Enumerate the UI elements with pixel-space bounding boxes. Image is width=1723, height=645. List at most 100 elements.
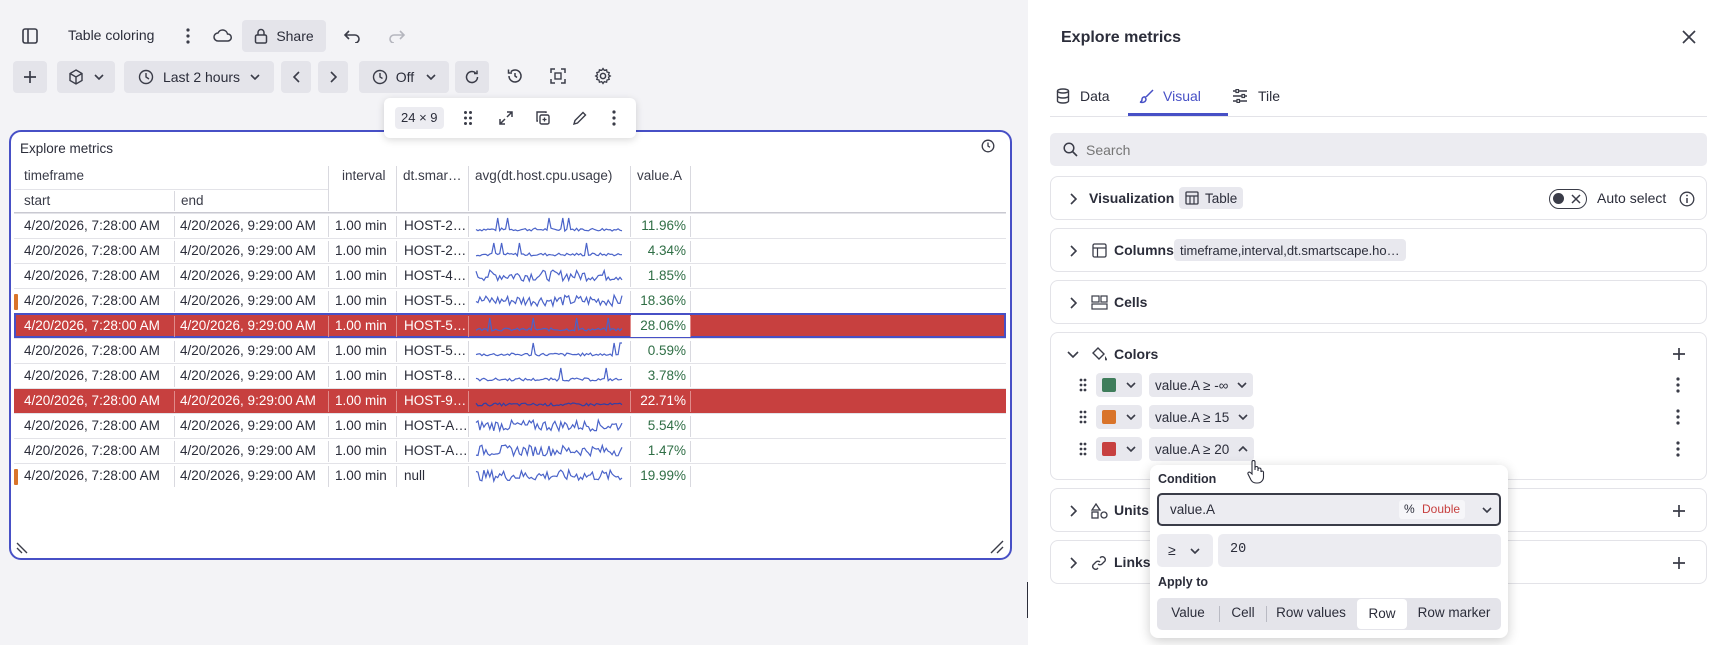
table-tile[interactable]	[9, 130, 1012, 560]
cloud-sync-icon	[208, 21, 238, 51]
color-picker-button[interactable]	[1096, 437, 1142, 461]
hand-cursor-icon	[1247, 460, 1265, 484]
undo-icon[interactable]	[337, 21, 367, 51]
auto-select-toggle[interactable]	[1549, 189, 1587, 209]
cell-value-a: 18.36%	[640, 293, 686, 308]
cells-icon	[1091, 295, 1108, 310]
share-button[interactable]: Share	[242, 20, 326, 52]
color-rule-condition[interactable]: value.A ≥ 15	[1149, 405, 1255, 429]
header-value-a[interactable]: value.A	[637, 168, 683, 183]
header-start[interactable]: start	[24, 193, 51, 208]
table-row[interactable]: 4/20/2026, 7:28:00 AM 4/20/2026, 9:29:00 …	[14, 363, 1006, 388]
color-picker-button[interactable]	[1096, 373, 1142, 397]
threshold-input[interactable]: 20	[1218, 534, 1501, 567]
dashboard-area: Table coloring Share Last 2 hours Off	[9, 20, 1012, 560]
header-host[interactable]: dt.smar…	[403, 168, 462, 183]
operator-select[interactable]: ≥	[1157, 534, 1213, 567]
drag-handle-icon[interactable]	[1079, 410, 1087, 424]
settings-gear-icon[interactable]	[588, 61, 618, 91]
auto-refresh-selector[interactable]: Off	[359, 61, 449, 93]
apply-option-cell[interactable]: Cell	[1231, 605, 1255, 620]
redo-icon[interactable]	[382, 21, 412, 51]
apply-option-value[interactable]: Value	[1171, 605, 1205, 620]
color-rule-condition[interactable]: value.A ≥ -∞	[1149, 373, 1254, 397]
cell-start: 4/20/2026, 7:28:00 AM	[24, 393, 160, 408]
rule-more-icon[interactable]	[1676, 409, 1680, 425]
units-label: Units	[1114, 502, 1149, 518]
drag-handle-icon[interactable]	[1079, 378, 1087, 392]
drag-handle-icon[interactable]	[1079, 442, 1087, 456]
history-icon[interactable]	[500, 61, 530, 91]
edit-pencil-icon[interactable]	[565, 103, 595, 133]
timeframe-forward-button[interactable]	[318, 61, 348, 93]
expand-icon[interactable]	[491, 103, 521, 133]
table-row[interactable]: 4/20/2026, 7:28:00 AM 4/20/2026, 9:29:00 …	[14, 238, 1006, 263]
header-timeframe[interactable]: timeframe	[24, 168, 85, 183]
chevron-down-icon	[1126, 414, 1136, 420]
visualization-label: Visualization	[1089, 190, 1175, 206]
tab-visual[interactable]: Visual	[1139, 84, 1201, 108]
sliders-icon	[1233, 89, 1247, 103]
table-row[interactable]: 4/20/2026, 7:28:00 AM 4/20/2026, 9:29:00 …	[14, 413, 1006, 438]
tile-timeframe-icon[interactable]	[977, 135, 999, 157]
table-row[interactable]: 4/20/2026, 7:28:00 AM 4/20/2026, 9:29:00 …	[14, 213, 1006, 238]
cell-start: 4/20/2026, 7:28:00 AM	[24, 418, 160, 433]
cell-interval: 1.00 min	[335, 443, 387, 458]
row-marker	[14, 294, 18, 310]
colors-label: Colors	[1114, 346, 1159, 362]
timeframe-selector[interactable]: Last 2 hours	[124, 61, 274, 93]
cell-start: 4/20/2026, 7:28:00 AM	[24, 468, 160, 483]
rule-more-icon[interactable]	[1676, 441, 1680, 457]
table-row[interactable]: 4/20/2026, 7:28:00 AM 4/20/2026, 9:29:00 …	[14, 463, 1006, 488]
table-row[interactable]: 4/20/2026, 7:28:00 AM 4/20/2026, 9:29:00 …	[14, 438, 1006, 463]
condition-field-select[interactable]: value.A % Double	[1157, 493, 1501, 526]
sidebar-toggle-icon[interactable]	[15, 21, 45, 51]
table-row[interactable]: 4/20/2026, 7:28:00 AM 4/20/2026, 9:29:00 …	[14, 263, 1006, 288]
search-box[interactable]	[1050, 133, 1707, 166]
resize-handle-right-icon[interactable]	[990, 540, 1004, 554]
table-row[interactable]: 4/20/2026, 7:28:00 AM 4/20/2026, 9:29:00 …	[14, 313, 1006, 338]
type-label: Double	[1422, 502, 1461, 516]
color-rule-condition[interactable]: value.A ≥ 20	[1149, 437, 1255, 461]
header-interval[interactable]: interval	[342, 168, 386, 183]
header-end[interactable]: end	[181, 193, 204, 208]
tile-more-icon[interactable]	[599, 103, 629, 133]
fullscreen-icon[interactable]	[543, 61, 573, 91]
apply-option-row[interactable]: Row	[1357, 599, 1407, 629]
table-row[interactable]: 4/20/2026, 7:28:00 AM 4/20/2026, 9:29:00 …	[14, 288, 1006, 313]
header-cpu-usage[interactable]: avg(dt.host.cpu.usage)	[475, 168, 613, 183]
segments-button[interactable]	[57, 61, 115, 93]
active-tab-indicator	[1128, 113, 1228, 116]
rule-more-icon[interactable]	[1676, 377, 1680, 393]
search-input[interactable]	[1086, 133, 1686, 166]
cells-section[interactable]: Cells	[1050, 280, 1707, 324]
row-marker	[14, 469, 18, 485]
resize-handle-left-icon[interactable]	[16, 540, 30, 554]
cube-icon	[69, 69, 83, 85]
refresh-icon	[465, 70, 479, 84]
apply-option-row-marker[interactable]: Row marker	[1417, 605, 1491, 620]
chevron-right-icon	[1070, 505, 1077, 517]
drag-handle-icon[interactable]	[453, 103, 483, 133]
tab-data[interactable]: Data	[1056, 84, 1110, 108]
color-picker-button[interactable]	[1096, 405, 1142, 429]
tab-tile[interactable]: Tile	[1232, 84, 1280, 108]
visualization-section[interactable]: Visualization Table Auto select	[1050, 176, 1707, 220]
duplicate-icon[interactable]	[528, 103, 558, 133]
chevron-down-icon	[1237, 382, 1247, 388]
columns-section[interactable]: Columns timeframe,interval,dt.smartscape…	[1050, 228, 1707, 272]
more-menu-icon[interactable]	[173, 21, 203, 51]
dashboard-title[interactable]: Table coloring	[68, 27, 155, 43]
cell-sparkline	[474, 364, 626, 389]
table-row[interactable]: 4/20/2026, 7:28:00 AM 4/20/2026, 9:29:00 …	[14, 388, 1006, 413]
apply-to-label: Apply to	[1158, 575, 1208, 589]
cell-value-a: 3.78%	[647, 368, 686, 383]
cell-interval: 1.00 min	[335, 343, 387, 358]
table-row[interactable]: 4/20/2026, 7:28:00 AM 4/20/2026, 9:29:00 …	[14, 338, 1006, 363]
cell-start: 4/20/2026, 7:28:00 AM	[24, 293, 160, 308]
timeframe-back-button[interactable]	[281, 61, 311, 93]
apply-option-row-values[interactable]: Row values	[1276, 605, 1346, 620]
refresh-button[interactable]	[455, 61, 489, 93]
close-icon[interactable]	[1674, 22, 1704, 52]
add-tile-button[interactable]	[13, 61, 47, 93]
